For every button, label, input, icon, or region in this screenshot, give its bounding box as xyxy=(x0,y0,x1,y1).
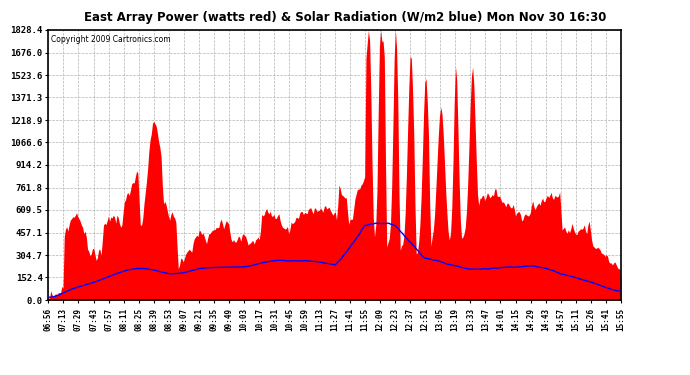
Text: Copyright 2009 Cartronics.com: Copyright 2009 Cartronics.com xyxy=(51,35,171,44)
Text: East Array Power (watts red) & Solar Radiation (W/m2 blue) Mon Nov 30 16:30: East Array Power (watts red) & Solar Rad… xyxy=(83,11,607,24)
